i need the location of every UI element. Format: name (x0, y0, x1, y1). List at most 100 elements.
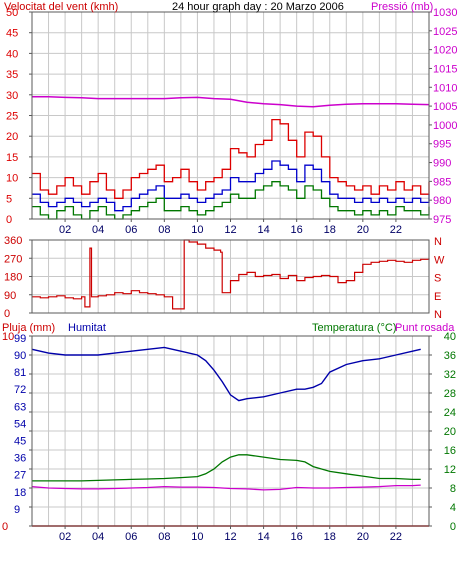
dewpoint-series-line (31, 484, 421, 491)
axis-tick-label: 1030 (433, 7, 457, 19)
graph-title: 24 hour graph day : 20 Marzo 2006 (172, 1, 344, 13)
gust-series-line (32, 118, 430, 199)
x-tick-label: 16 (291, 531, 303, 543)
x-tick-label: 18 (324, 224, 336, 236)
x-tick-label: 20 (357, 224, 369, 236)
temperature-tick-label: 4 (450, 502, 456, 514)
axis-tick-label: 25 (6, 111, 18, 123)
pressure-label: Pressió (mb) (371, 1, 433, 13)
x-tick-label: 02 (59, 531, 71, 543)
axis-tick-label: 30 (6, 90, 18, 102)
axis-tick-label: 90 (4, 290, 16, 302)
temperature-tick-label: 40 (444, 331, 456, 343)
humidity-tick-label: 45 (14, 436, 26, 448)
x-tick-label: 14 (257, 224, 269, 236)
x-tick-label: 16 (291, 224, 303, 236)
rain-tick-label: 10 (2, 331, 14, 343)
x-tick-label: 04 (92, 531, 104, 543)
temperature-tick-label: 16 (444, 445, 456, 457)
axis-tick-label: 975 (433, 214, 451, 226)
wind-pressure-x-axis: 02 04 06 08 10 12 14 16 18 20 22 (59, 219, 402, 236)
temperature-tick-label: 28 (444, 388, 456, 400)
direction-series-line (32, 239, 430, 310)
humidity-label: Humitat (68, 322, 106, 334)
pressure-series-line (32, 95, 430, 108)
axis-tick-label: 1020 (433, 45, 457, 57)
axis-tick-label: 0 (6, 214, 12, 226)
temperature-axis: 0 4 8 12 16 20 24 28 32 36 40 (429, 331, 456, 533)
x-tick-label: 12 (224, 224, 236, 236)
x-tick-label: 22 (390, 224, 402, 236)
axis-tick-label: 270 (4, 253, 22, 265)
x-tick-label: 06 (125, 531, 137, 543)
humidity-tick-label: 90 (14, 350, 26, 362)
humidity-tick-label: 99 (14, 333, 26, 345)
x-tick-label: 10 (191, 224, 203, 236)
axis-tick-label: 10 (6, 173, 18, 185)
pressure-axis: 975 980 985 990 995 1000 1005 1010 1015 1020 1025 1… (429, 7, 457, 226)
temperature-series-line (32, 454, 421, 482)
temperature-tick-label: 8 (450, 483, 456, 495)
humidity-tick-label: 27 (14, 470, 26, 482)
x-tick-label: 12 (224, 531, 236, 543)
axis-tick-label: 990 (433, 158, 451, 170)
axis-tick-label: 50 (6, 7, 18, 19)
rain-label: Pluja (mm) (2, 322, 55, 334)
axis-tick-label: 1025 (433, 26, 457, 38)
x-tick-label: 18 (324, 531, 336, 543)
wind-speed-label: Velocitat del vent (kmh) (4, 1, 118, 13)
axis-tick-label: 1010 (433, 82, 457, 94)
x-tick-label: 14 (257, 531, 269, 543)
humidity-tick-label: 18 (14, 487, 26, 499)
axis-tick-label: 1015 (433, 63, 457, 75)
axis-tick-label: 35 (6, 69, 18, 81)
compass-label: W (434, 254, 445, 266)
wind-direction-series (32, 239, 430, 310)
x-tick-label: 02 (59, 224, 71, 236)
rain-humidity-axis: 0 10 9 18 27 36 45 54 63 72 81 90 99 (2, 331, 32, 533)
compass-label: E (434, 291, 441, 303)
axis-tick-label: 1000 (433, 120, 457, 132)
axis-tick-label: 0 (4, 308, 10, 320)
low-series-line (32, 181, 430, 220)
axis-tick-label: 985 (433, 176, 451, 188)
axis-tick-label: 180 (4, 272, 22, 284)
axis-tick-label: 360 (4, 235, 22, 247)
x-tick-label: 08 (158, 531, 170, 543)
axis-tick-label: 995 (433, 139, 451, 151)
axis-tick-label: 20 (6, 131, 18, 143)
rain-humidity-grid (32, 336, 429, 526)
temperature-label: Temperatura (°C) (312, 322, 396, 334)
x-tick-label: 20 (357, 531, 369, 543)
compass-label: N (434, 309, 442, 321)
temperature-tick-label: 32 (444, 369, 456, 381)
axis-tick-label: 45 (6, 28, 18, 40)
wind-speed-axis: 0 5 10 15 20 25 30 35 40 45 50 (6, 7, 32, 226)
wind-pressure-series (32, 95, 430, 220)
rain-tick-label: 0 (2, 521, 8, 533)
direction-degrees-axis: 0 90 180 270 360 (4, 235, 32, 320)
temperature-tick-label: 20 (444, 426, 456, 438)
humidity-tick-label: 36 (14, 453, 26, 465)
axis-tick-label: 5 (6, 193, 12, 205)
humidity-tick-label: 72 (14, 384, 26, 396)
axis-tick-label: 980 (433, 195, 451, 207)
humidity-tick-label: 63 (14, 401, 26, 413)
compass-label: N (434, 236, 442, 248)
humidity-tick-label: 81 (14, 367, 26, 379)
axis-tick-label: 15 (6, 152, 18, 164)
x-tick-label: 22 (390, 531, 402, 543)
avg-series-line (32, 160, 430, 212)
axis-tick-label: 1005 (433, 101, 457, 113)
humidity-series-line (31, 346, 421, 402)
dewpoint-label: Punt rosada (395, 322, 455, 334)
temperature-tick-label: 12 (444, 464, 456, 476)
rain-humidity-x-axis: 02 04 06 08 10 12 14 16 18 20 22 (59, 526, 402, 543)
axis-tick-label: 40 (6, 48, 18, 60)
compass-label: S (434, 273, 441, 285)
x-tick-label: 04 (92, 224, 104, 236)
